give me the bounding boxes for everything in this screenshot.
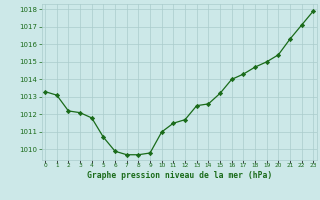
X-axis label: Graphe pression niveau de la mer (hPa): Graphe pression niveau de la mer (hPa)	[87, 171, 272, 180]
